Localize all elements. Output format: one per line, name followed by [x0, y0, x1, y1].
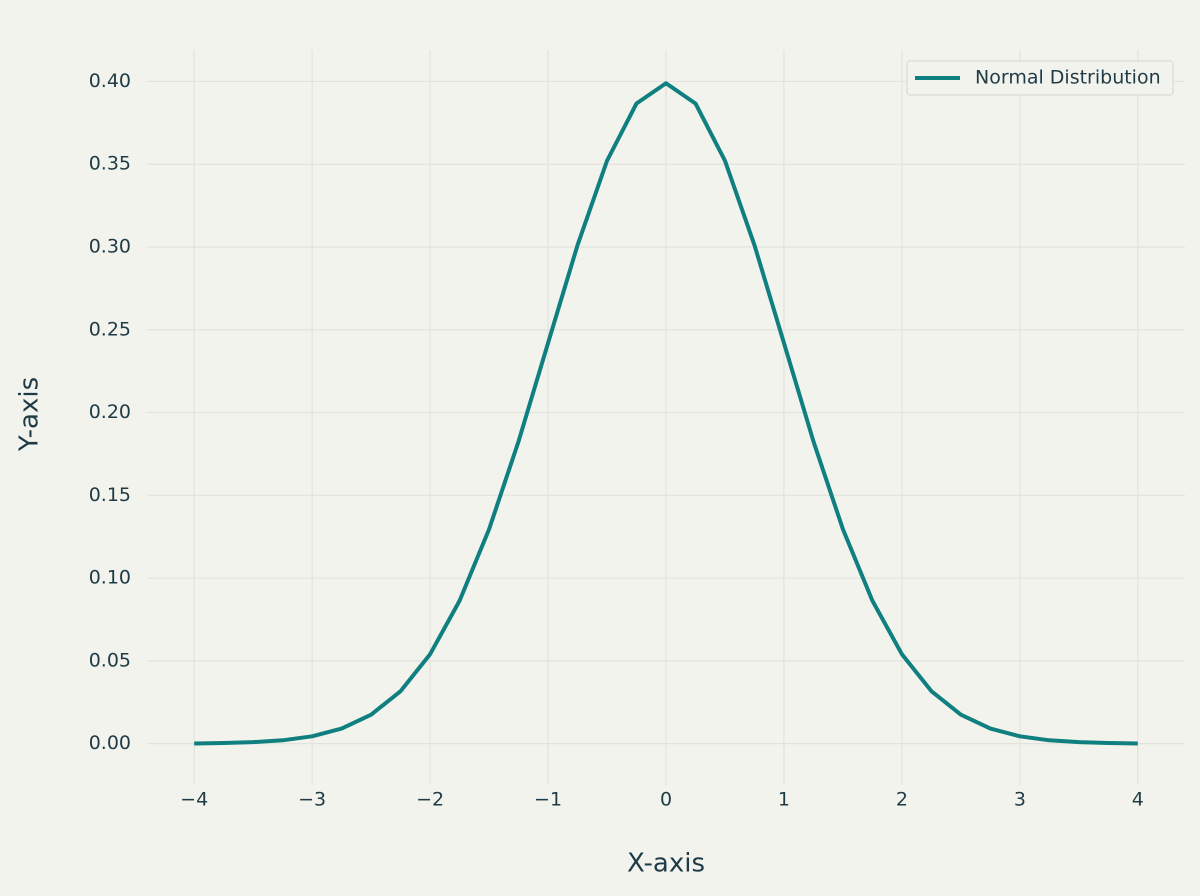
grid: [147, 50, 1185, 785]
plot: [194, 81, 1138, 746]
y-tick-label: 0.40: [89, 70, 131, 92]
y-tick-label: 0.15: [89, 484, 131, 506]
legend-box: [906, 60, 1174, 96]
y-tick-label: 0.20: [89, 401, 131, 423]
legend-label: Normal Distribution: [975, 67, 1161, 89]
y-tick-label: 0.30: [89, 235, 131, 257]
legend: Normal Distribution: [906, 60, 1174, 96]
x-axis-title: X-axis: [627, 849, 705, 879]
x-tick-label: 4: [1132, 789, 1144, 811]
x-tick-label: 1: [778, 789, 790, 811]
y-tick-label: 0.25: [89, 318, 131, 340]
y-tick-label: 0.05: [89, 649, 131, 671]
y-tick-label: 0.10: [89, 567, 131, 589]
y-tick-label: 0.35: [89, 153, 131, 175]
x-tick-label: 3: [1014, 789, 1026, 811]
y-axis-title: Y-axis: [15, 377, 45, 452]
y-tick-label: 0.00: [89, 732, 131, 754]
x-tick-label: −1: [534, 789, 562, 811]
x-tick-label: −3: [298, 789, 326, 811]
x-tick-label: 0: [660, 789, 672, 811]
x-tick-label: −4: [180, 789, 208, 811]
x-tick-label: −2: [416, 789, 444, 811]
series-line: [194, 81, 1138, 746]
x-tick-label: 2: [896, 789, 908, 811]
